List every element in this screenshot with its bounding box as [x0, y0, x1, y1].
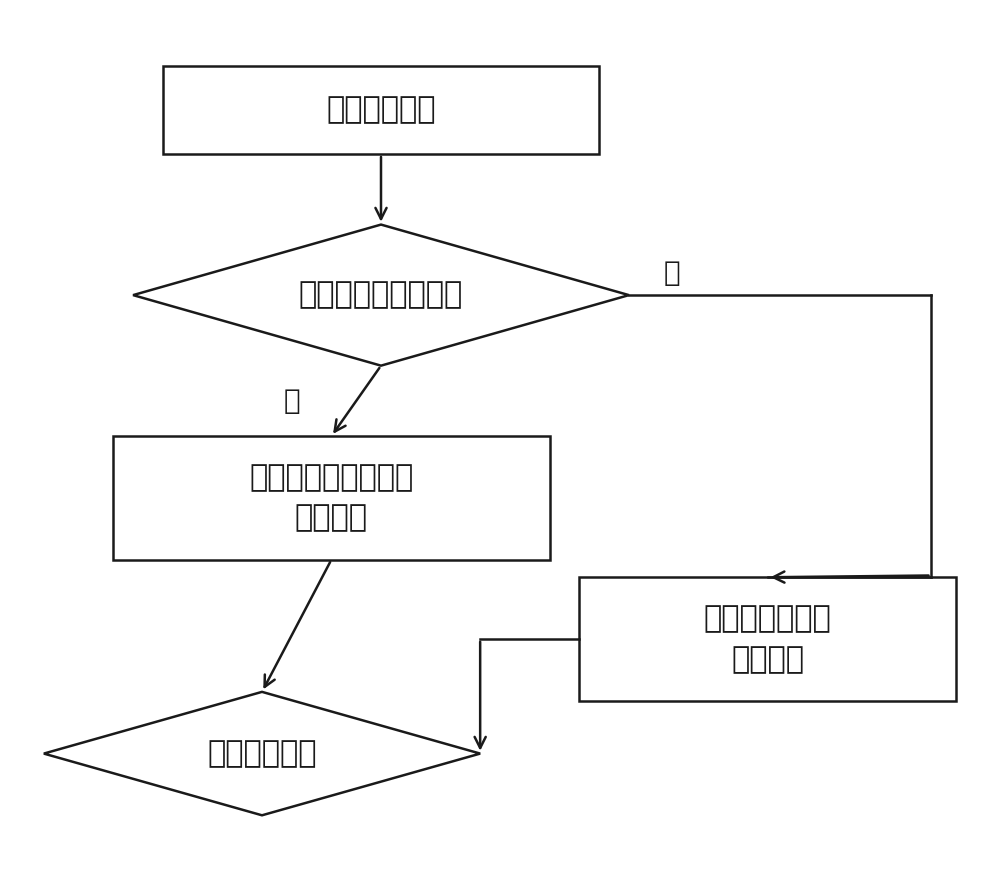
Text: 读取转速信号: 读取转速信号	[326, 95, 436, 125]
Text: 执行传统次同步振荝
抑制算法: 执行传统次同步振荝 抑制算法	[249, 463, 414, 532]
Polygon shape	[133, 224, 629, 366]
Bar	[163, 66, 599, 154]
Text: 次暂态振荝检测算法: 次暂态振荝检测算法	[299, 280, 463, 310]
Text: 接收控制指令: 接收控制指令	[207, 739, 317, 768]
Text: 是: 是	[664, 259, 680, 287]
Bar	[113, 436, 550, 560]
Bar	[579, 578, 956, 700]
Polygon shape	[44, 692, 480, 815]
Text: 执行次暂态振荝
抑制算法: 执行次暂态振荝 抑制算法	[704, 604, 832, 674]
Text: 否: 否	[283, 387, 300, 415]
